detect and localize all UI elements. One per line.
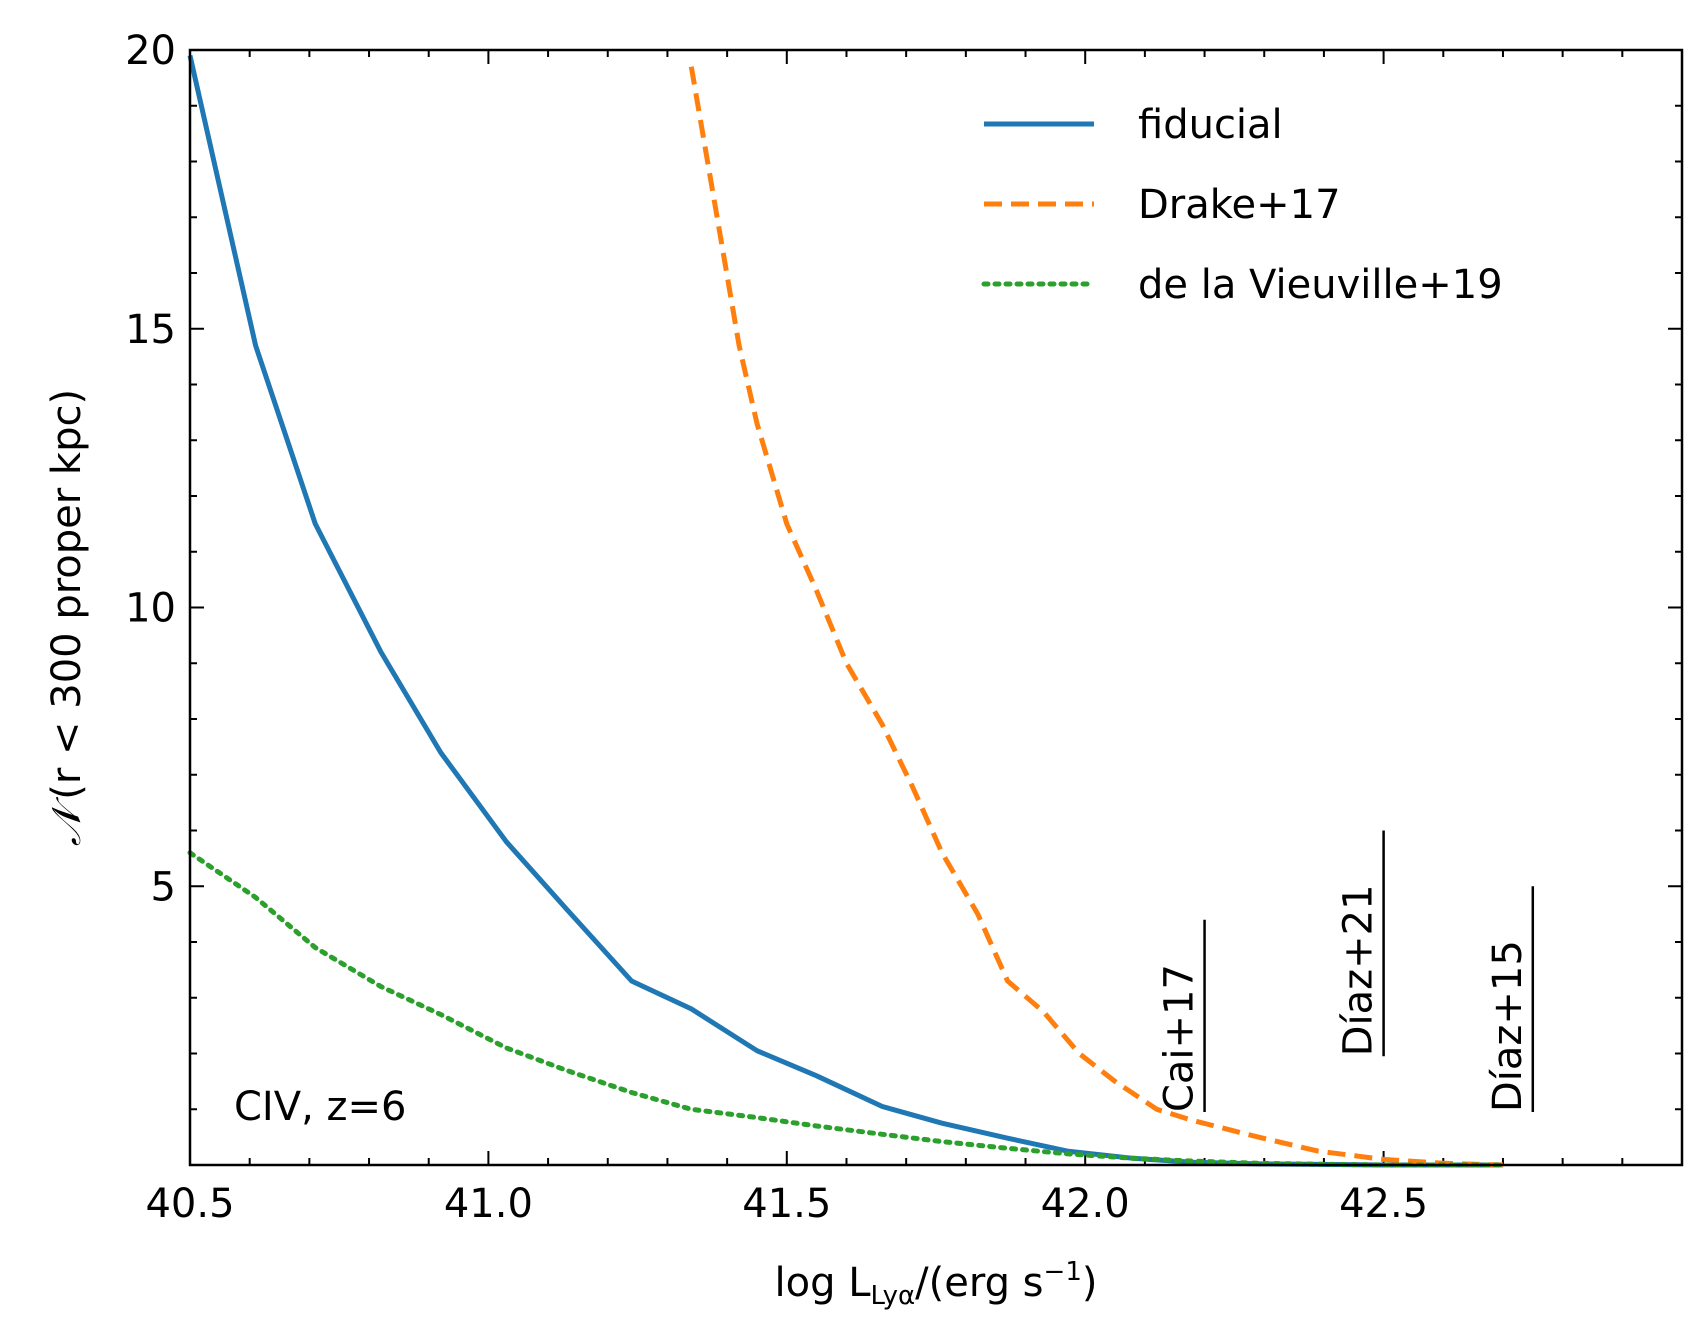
tick-labels: 40.5 41.0 41.5 42.0 42.5 5 10 15 20 <box>125 28 1428 1227</box>
y-tick-label: 5 <box>151 864 176 910</box>
y-tick-label: 20 <box>125 28 176 74</box>
legend-label: Drake+17 <box>1138 182 1341 228</box>
x-tick-label: 41.0 <box>444 1181 533 1227</box>
reference-marker: Cai+17 <box>1157 919 1206 1113</box>
x-tick-label: 42.0 <box>1041 1181 1130 1227</box>
y-tick-label: 10 <box>125 586 176 632</box>
x-tick-label: 41.5 <box>742 1181 831 1227</box>
reference-marker-label: Cai+17 <box>1157 964 1203 1112</box>
legend-label: de la Vieuville+19 <box>1138 262 1503 308</box>
y-axis-label: 𝒩(r < 300 proper kpc) <box>44 389 90 846</box>
y-tick-label: 15 <box>125 307 176 353</box>
x-tick-label: 42.5 <box>1339 1181 1428 1227</box>
x-axis-label: log LLyα/(erg s−1) <box>775 1257 1098 1311</box>
axis-ticks <box>189 49 1683 1166</box>
reference-marker: Díaz+21 <box>1336 830 1385 1057</box>
reference-markers: Cai+17 Díaz+21 Díaz+15 <box>1157 830 1535 1113</box>
series-line-drake-17 <box>688 66 1504 1168</box>
legend: fiducial Drake+17 de la Vieuville+19 <box>981 102 1503 308</box>
legend-label: fiducial <box>1138 102 1283 148</box>
reference-marker: Díaz+15 <box>1485 886 1535 1113</box>
reference-marker-label: Díaz+21 <box>1336 884 1382 1056</box>
plot-frame <box>188 48 1684 1167</box>
reference-marker-label: Díaz+15 <box>1485 940 1531 1112</box>
panel-annotation: CIV, z=6 <box>234 1084 406 1130</box>
x-tick-label: 40.5 <box>145 1181 234 1227</box>
